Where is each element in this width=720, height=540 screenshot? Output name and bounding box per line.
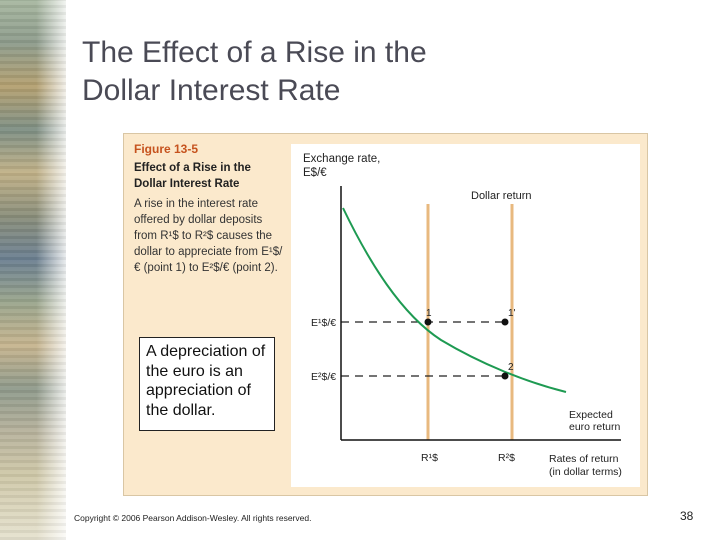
r2-label: R²$ [498,452,515,464]
strip-texture [0,0,66,540]
figure-box: Figure 13-5 Effect of a Rise in the Doll… [123,133,648,496]
figure-number: Figure 13-5 [134,142,199,156]
expected-euro-return-curve [342,207,567,393]
graph-panel: Exchange rate, E$/€ Dollar return 1 1' 2 [291,144,640,487]
decorative-side-strip [0,0,66,540]
point-1-prime [501,318,509,326]
r1-label: R¹$ [421,452,438,464]
point-1-prime-label: 1' [508,308,516,319]
figure-title: Effect of a Rise in the Dollar Interest … [134,162,251,190]
slide-title-line-2: Dollar Interest Rate [82,74,341,107]
figure-caption: Figure 13-5 Effect of a Rise in the Doll… [134,141,286,276]
x-axis-label-line-2: (in dollar terms) [549,466,622,478]
callout-box: A depreciation of the euro is an appreci… [139,337,275,431]
page-number: 38 [680,509,694,523]
slide-title: The Effect of a Rise in the Dollar Inter… [82,34,642,110]
dollar-return-label: Dollar return [471,190,532,202]
exchange-rate-graph: Exchange rate, E$/€ Dollar return 1 1' 2 [303,153,622,478]
slide-title-line-1: The Effect of a Rise in the [82,36,427,69]
point-2 [501,372,509,380]
point-2-label: 2 [508,362,514,373]
expected-return-label-line-2: euro return [569,421,621,433]
expected-return-label-line-1: Expected [569,409,613,421]
e1-label: E¹$/€ [311,317,336,329]
point-1 [424,318,432,326]
x-axis-label-line-1: Rates of return [549,453,619,465]
copyright-notice: Copyright © 2006 Pearson Addison-Wesley.… [74,513,312,523]
y-axis-label-line-2: E$/€ [303,167,327,179]
point-1-label: 1 [426,308,432,319]
e2-label: E²$/€ [311,371,336,383]
y-axis-label-line-1: Exchange rate, [303,153,380,165]
figure-body-text: A rise in the interest rate offered by d… [134,198,283,274]
